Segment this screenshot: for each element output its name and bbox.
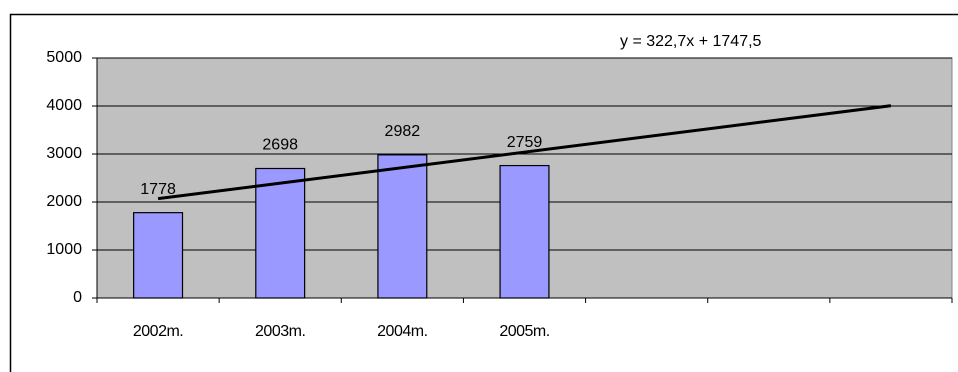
y-tick-label: 4000 (46, 97, 82, 114)
data-label: 1778 (140, 181, 176, 198)
y-tick-label: 0 (73, 289, 82, 306)
data-label: 2759 (507, 134, 543, 151)
trendline (157, 104, 892, 201)
data-label: 2698 (262, 137, 298, 154)
x-tick-label: 2004m. (377, 323, 427, 340)
data-label: 2982 (385, 123, 421, 140)
bar (255, 167, 306, 299)
x-tick-label: 2002m. (133, 323, 183, 340)
y-tick-label: 5000 (46, 49, 82, 66)
x-tick-label: 2005m. (499, 323, 549, 340)
y-tick-label: 2000 (46, 193, 82, 210)
bar (133, 212, 184, 299)
trendline-equation: y = 322,7x + 1747,5 (620, 33, 762, 50)
bar (377, 154, 428, 299)
x-tick-label: 2003m. (255, 323, 305, 340)
y-tick-label: 1000 (46, 241, 82, 258)
y-tick-label: 3000 (46, 145, 82, 162)
bar (499, 164, 550, 299)
